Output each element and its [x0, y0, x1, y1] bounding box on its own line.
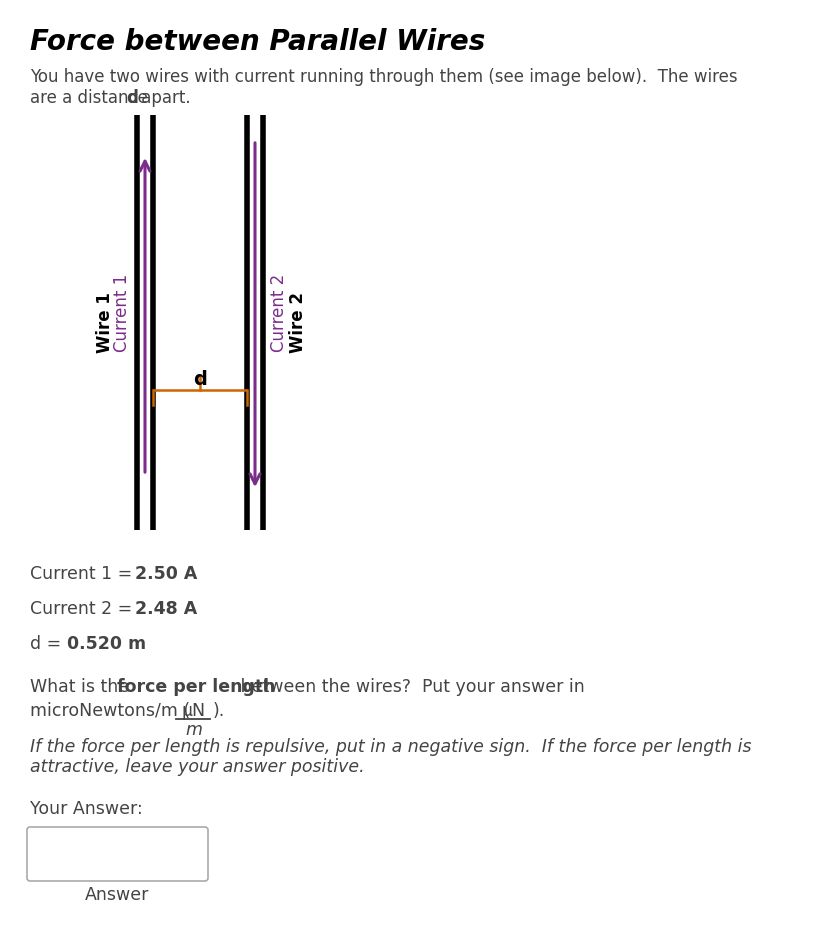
Text: 0.520 m: 0.520 m [67, 635, 146, 653]
Text: What is the: What is the [30, 678, 135, 696]
Text: d =: d = [30, 635, 67, 653]
Text: Current 2 =: Current 2 = [30, 600, 138, 618]
Text: attractive, leave your answer positive.: attractive, leave your answer positive. [30, 758, 364, 776]
Text: apart.: apart. [136, 89, 191, 107]
Text: ).: ). [213, 702, 225, 720]
Text: Force between Parallel Wires: Force between Parallel Wires [30, 28, 485, 56]
FancyBboxPatch shape [27, 827, 208, 881]
Text: Current 1: Current 1 [113, 273, 131, 352]
Text: are a distance: are a distance [30, 89, 153, 107]
Text: d: d [193, 370, 207, 389]
Text: Your Answer:: Your Answer: [30, 800, 143, 818]
Text: You have two wires with current running through them (see image below).  The wir: You have two wires with current running … [30, 68, 738, 86]
Text: 2.50 A: 2.50 A [135, 565, 197, 583]
Text: 2.48 A: 2.48 A [135, 600, 197, 618]
Text: microNewtons/m (: microNewtons/m ( [30, 702, 190, 720]
Text: Current 2: Current 2 [270, 273, 288, 352]
Text: m: m [186, 721, 202, 739]
Text: If the force per length is repulsive, put in a negative sign.  If the force per : If the force per length is repulsive, pu… [30, 738, 752, 756]
Text: force per length: force per length [117, 678, 276, 696]
Text: Current 1 =: Current 1 = [30, 565, 138, 583]
Text: Wire 1: Wire 1 [96, 292, 114, 353]
Text: Wire 2: Wire 2 [289, 292, 307, 353]
Text: Answer: Answer [85, 886, 150, 904]
Text: μN: μN [182, 702, 206, 720]
Text: between the wires?  Put your answer in: between the wires? Put your answer in [235, 678, 585, 696]
Text: d: d [126, 89, 138, 107]
